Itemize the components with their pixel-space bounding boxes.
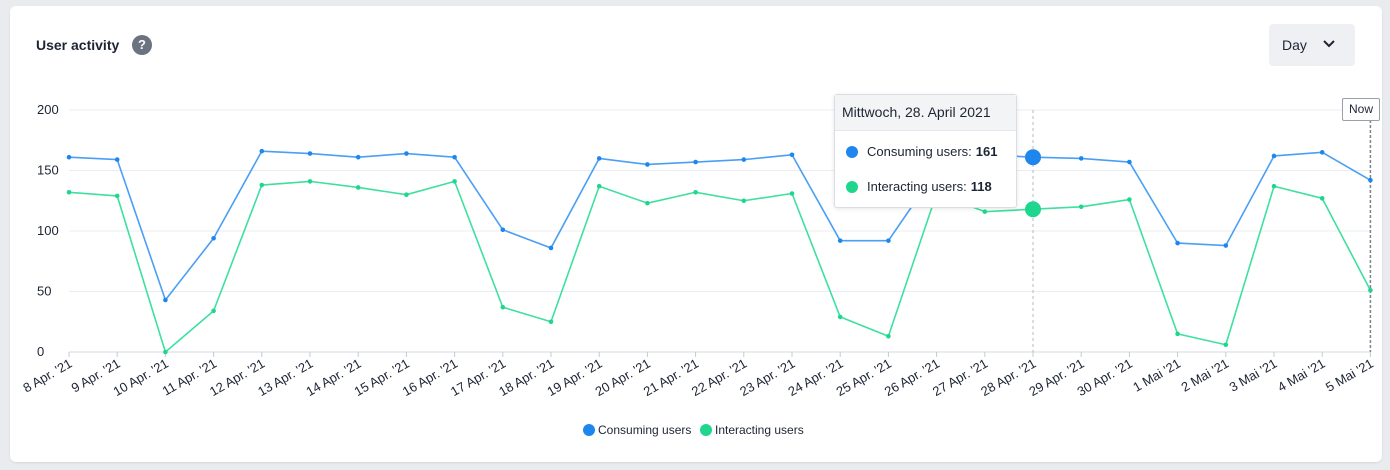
consuming-series-line xyxy=(68,150,1371,301)
interacting-data-point xyxy=(886,333,891,339)
interacting-data-point xyxy=(1175,331,1180,337)
tooltip-row-consuming: Consuming users: 161 xyxy=(846,144,997,159)
consuming-data-point xyxy=(452,154,457,160)
consuming-data-point xyxy=(693,159,698,165)
consuming-data-point xyxy=(1271,153,1277,159)
consuming-data-point xyxy=(114,157,120,162)
help-icon[interactable]: ? xyxy=(132,35,152,55)
tooltip-label: Interacting users: xyxy=(867,179,967,194)
interacting-legend-icon xyxy=(700,424,712,436)
x-tick-label: 30 Apr. '21 xyxy=(1075,356,1135,400)
x-tick-label: 8 Apr. '21 xyxy=(20,356,74,396)
chart-tooltip: Mittwoch, 28. April 2021 Consuming users… xyxy=(834,94,1017,208)
consuming-data-point xyxy=(596,156,602,161)
interacting-data-point xyxy=(837,314,843,320)
tooltip-date: Mittwoch, 28. April 2021 xyxy=(835,95,1016,131)
consuming-data-point xyxy=(163,297,168,303)
now-marker-badge: Now xyxy=(1342,98,1380,121)
consuming-data-point xyxy=(837,238,843,243)
interacting-data-point xyxy=(307,179,313,184)
consuming-data-point xyxy=(1223,243,1229,248)
consuming-data-point xyxy=(789,152,795,158)
interacting-data-point xyxy=(500,304,506,310)
consuming-data-point xyxy=(548,245,554,251)
interacting-data-point xyxy=(1271,183,1277,189)
interacting-data-point xyxy=(645,200,650,206)
consuming-data-point xyxy=(500,227,506,233)
interacting-data-point xyxy=(355,185,361,190)
consuming-data-point xyxy=(307,151,313,156)
y-tick-label: 150 xyxy=(37,163,59,178)
y-axis: 0 50 100 150 200 xyxy=(37,102,59,359)
tooltip-value: 161 xyxy=(975,144,998,159)
x-tick-label: 3 Mai '21 xyxy=(1227,356,1280,395)
x-tick-label: 4 Mai '21 xyxy=(1275,356,1328,395)
interacting-data-point xyxy=(693,189,698,195)
consuming-data-point xyxy=(355,154,361,160)
interacting-data-point xyxy=(789,191,795,196)
consuming-legend-label: Consuming users xyxy=(598,423,691,437)
consuming-data-point xyxy=(404,151,409,156)
interacting-data-point xyxy=(596,183,602,189)
guide-lines xyxy=(1032,110,1372,352)
interacting-highlight-point xyxy=(1025,201,1041,218)
interacting-data-point xyxy=(259,182,265,188)
y-tick-label: 0 xyxy=(37,344,44,359)
x-tick-label: 5 Mai '21 xyxy=(1323,356,1376,395)
consuming-legend-icon xyxy=(583,424,595,436)
x-tick-label: 10 Apr. '21 xyxy=(111,356,171,400)
chart-title: User activity xyxy=(36,37,120,53)
consuming-data-point xyxy=(645,162,650,167)
x-tick-label: 2 Mai '21 xyxy=(1178,356,1231,395)
consuming-data-point xyxy=(259,148,265,154)
consuming-data-point xyxy=(1368,177,1373,183)
consuming-data-point xyxy=(66,154,72,160)
consuming-data-point xyxy=(1319,150,1325,155)
consuming-data-point xyxy=(1175,240,1180,246)
range-select[interactable]: Day xyxy=(1269,24,1355,66)
interacting-data-point xyxy=(66,189,72,195)
y-tick-label: 100 xyxy=(37,223,59,238)
chevron-down-icon xyxy=(1323,40,1335,48)
interacting-data-point xyxy=(741,198,747,204)
series xyxy=(66,148,1373,355)
consuming-data-point xyxy=(211,235,216,241)
consuming-data-point xyxy=(1078,156,1084,161)
range-select-value: Day xyxy=(1282,37,1307,53)
interacting-data-point xyxy=(1368,287,1373,293)
consuming-data-point xyxy=(741,157,747,162)
interacting-dot-icon xyxy=(846,181,858,193)
interacting-data-point xyxy=(982,209,988,214)
tooltip-label: Consuming users: xyxy=(867,144,972,159)
interacting-data-point xyxy=(452,179,457,184)
consuming-dot-icon xyxy=(846,146,858,158)
interacting-legend-label: Interacting users xyxy=(715,423,804,437)
x-tick-label: 1 Mai '21 xyxy=(1130,356,1183,395)
interacting-data-point xyxy=(114,193,120,199)
consuming-highlight-point xyxy=(1025,149,1041,166)
interacting-data-point xyxy=(163,349,168,355)
tooltip-row-interacting: Interacting users: 118 xyxy=(846,179,992,194)
interacting-series-line xyxy=(68,180,1372,353)
consuming-data-point xyxy=(1127,159,1132,165)
interacting-data-point xyxy=(1223,342,1229,348)
interacting-data-point xyxy=(211,308,216,314)
y-tick-label: 200 xyxy=(37,102,59,117)
interacting-data-point xyxy=(1127,197,1132,202)
tooltip-value: 118 xyxy=(970,179,992,194)
interacting-data-point xyxy=(548,319,554,325)
grid xyxy=(69,109,1371,292)
interacting-data-point xyxy=(404,192,409,197)
interacting-data-point xyxy=(1319,196,1325,201)
user-activity-card xyxy=(10,6,1382,462)
interacting-data-point xyxy=(1078,204,1084,210)
legend[interactable]: Consuming users Interacting users xyxy=(583,423,804,437)
consuming-data-point xyxy=(886,238,891,243)
y-tick-label: 50 xyxy=(37,284,51,299)
